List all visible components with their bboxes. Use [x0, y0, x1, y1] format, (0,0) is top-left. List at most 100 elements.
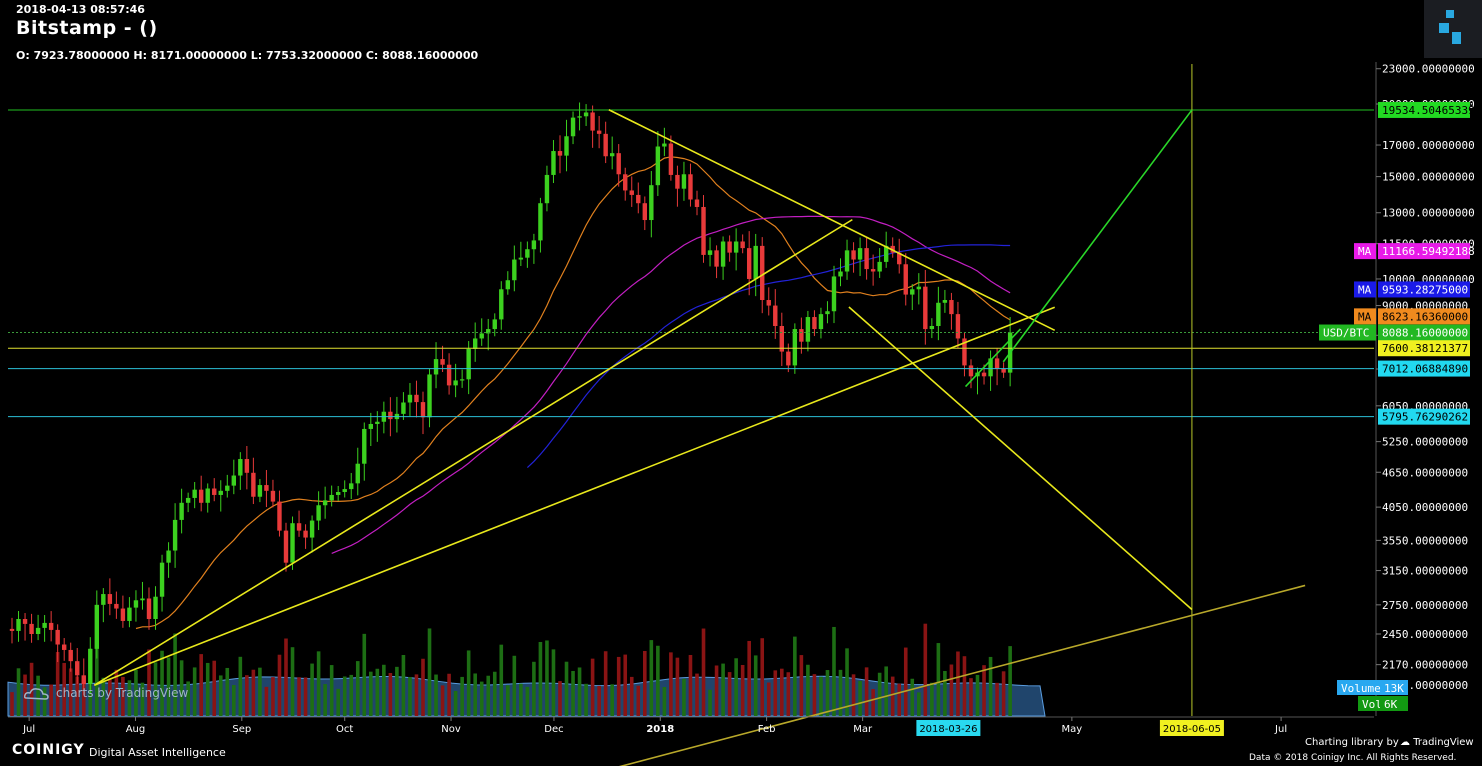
candle[interactable]: [675, 174, 680, 189]
candle[interactable]: [277, 501, 282, 531]
candle[interactable]: [244, 459, 250, 473]
candle[interactable]: [649, 185, 654, 221]
candle[interactable]: [955, 314, 961, 339]
candle[interactable]: [590, 112, 595, 131]
candle[interactable]: [401, 402, 406, 414]
candle[interactable]: [831, 276, 837, 312]
candle[interactable]: [518, 257, 524, 260]
candle[interactable]: [805, 317, 811, 342]
candle[interactable]: [303, 530, 308, 538]
candle[interactable]: [688, 174, 693, 200]
candle[interactable]: [55, 629, 60, 645]
candle[interactable]: [779, 326, 784, 352]
candle[interactable]: [799, 329, 804, 342]
candle[interactable]: [994, 358, 1000, 369]
candle[interactable]: [570, 117, 576, 137]
candle[interactable]: [185, 497, 191, 503]
candle[interactable]: [283, 530, 289, 563]
candle[interactable]: [720, 241, 726, 267]
candle[interactable]: [296, 523, 302, 531]
candle[interactable]: [440, 359, 445, 365]
candle[interactable]: [479, 333, 484, 339]
candle[interactable]: [812, 317, 817, 330]
candle[interactable]: [388, 411, 393, 420]
candle[interactable]: [753, 245, 758, 279]
time-axis[interactable]: Jul Aug Sep Oct Nov Dec 2018 Feb Mar May Jul 2018-0…: [8, 716, 1374, 736]
candle[interactable]: [48, 622, 54, 630]
candle[interactable]: [107, 594, 113, 604]
candle[interactable]: [714, 250, 719, 267]
candle[interactable]: [929, 326, 935, 330]
candle[interactable]: [512, 259, 517, 281]
candle[interactable]: [9, 628, 15, 631]
candle[interactable]: [623, 174, 628, 191]
candle[interactable]: [414, 394, 419, 403]
candle[interactable]: [225, 485, 230, 491]
candle[interactable]: [583, 112, 589, 117]
candle[interactable]: [316, 505, 321, 521]
candle[interactable]: [936, 302, 941, 327]
candle[interactable]: [825, 311, 830, 315]
candle[interactable]: [16, 619, 21, 631]
candle[interactable]: [75, 661, 80, 676]
candle[interactable]: [205, 488, 210, 503]
candle[interactable]: [446, 364, 452, 386]
candle[interactable]: [198, 489, 204, 503]
candle[interactable]: [923, 286, 928, 330]
candle[interactable]: [486, 329, 491, 334]
candle[interactable]: [22, 619, 28, 624]
candle[interactable]: [270, 490, 276, 502]
candle[interactable]: [870, 269, 876, 272]
candle[interactable]: [231, 475, 237, 486]
candle[interactable]: [472, 338, 478, 349]
candle[interactable]: [166, 550, 171, 563]
candle[interactable]: [701, 206, 706, 255]
candle[interactable]: [707, 250, 713, 255]
candle[interactable]: [459, 379, 465, 381]
candle[interactable]: [362, 428, 367, 464]
candle[interactable]: [146, 598, 152, 620]
candle[interactable]: [453, 380, 458, 386]
candle[interactable]: [596, 130, 602, 134]
candle[interactable]: [609, 153, 615, 157]
candle[interactable]: [642, 203, 648, 221]
candle[interactable]: [903, 264, 908, 295]
candle[interactable]: [681, 174, 687, 189]
candle[interactable]: [844, 250, 850, 272]
candle[interactable]: [773, 305, 778, 327]
candle[interactable]: [636, 194, 641, 204]
candle[interactable]: [544, 174, 550, 204]
candle[interactable]: [264, 485, 269, 491]
candle[interactable]: [786, 351, 791, 366]
candle[interactable]: [218, 490, 223, 495]
candle[interactable]: [531, 240, 537, 250]
candle[interactable]: [433, 359, 439, 375]
candle[interactable]: [427, 374, 432, 418]
candle[interactable]: [120, 608, 126, 621]
candle[interactable]: [29, 623, 34, 634]
candle[interactable]: [538, 203, 543, 241]
candle[interactable]: [88, 648, 93, 684]
candle[interactable]: [662, 143, 667, 147]
candle[interactable]: [355, 463, 360, 484]
candle[interactable]: [290, 523, 295, 563]
candle[interactable]: [159, 562, 165, 597]
candle[interactable]: [179, 502, 184, 520]
tradingview-watermark[interactable]: charts by TradingView: [24, 686, 188, 700]
candle[interactable]: [192, 489, 197, 498]
candle[interactable]: [655, 146, 661, 186]
candle[interactable]: [733, 241, 739, 253]
candle[interactable]: [342, 489, 347, 493]
candle[interactable]: [140, 598, 145, 601]
candle[interactable]: [603, 133, 608, 157]
candle[interactable]: [81, 675, 86, 684]
candle[interactable]: [740, 241, 745, 249]
candle[interactable]: [857, 248, 863, 260]
candle[interactable]: [309, 520, 315, 538]
candle[interactable]: [68, 649, 73, 662]
candle[interactable]: [760, 245, 765, 301]
candle[interactable]: [251, 472, 256, 497]
candle[interactable]: [153, 596, 158, 620]
candle[interactable]: [864, 248, 869, 270]
candle[interactable]: [746, 248, 752, 279]
